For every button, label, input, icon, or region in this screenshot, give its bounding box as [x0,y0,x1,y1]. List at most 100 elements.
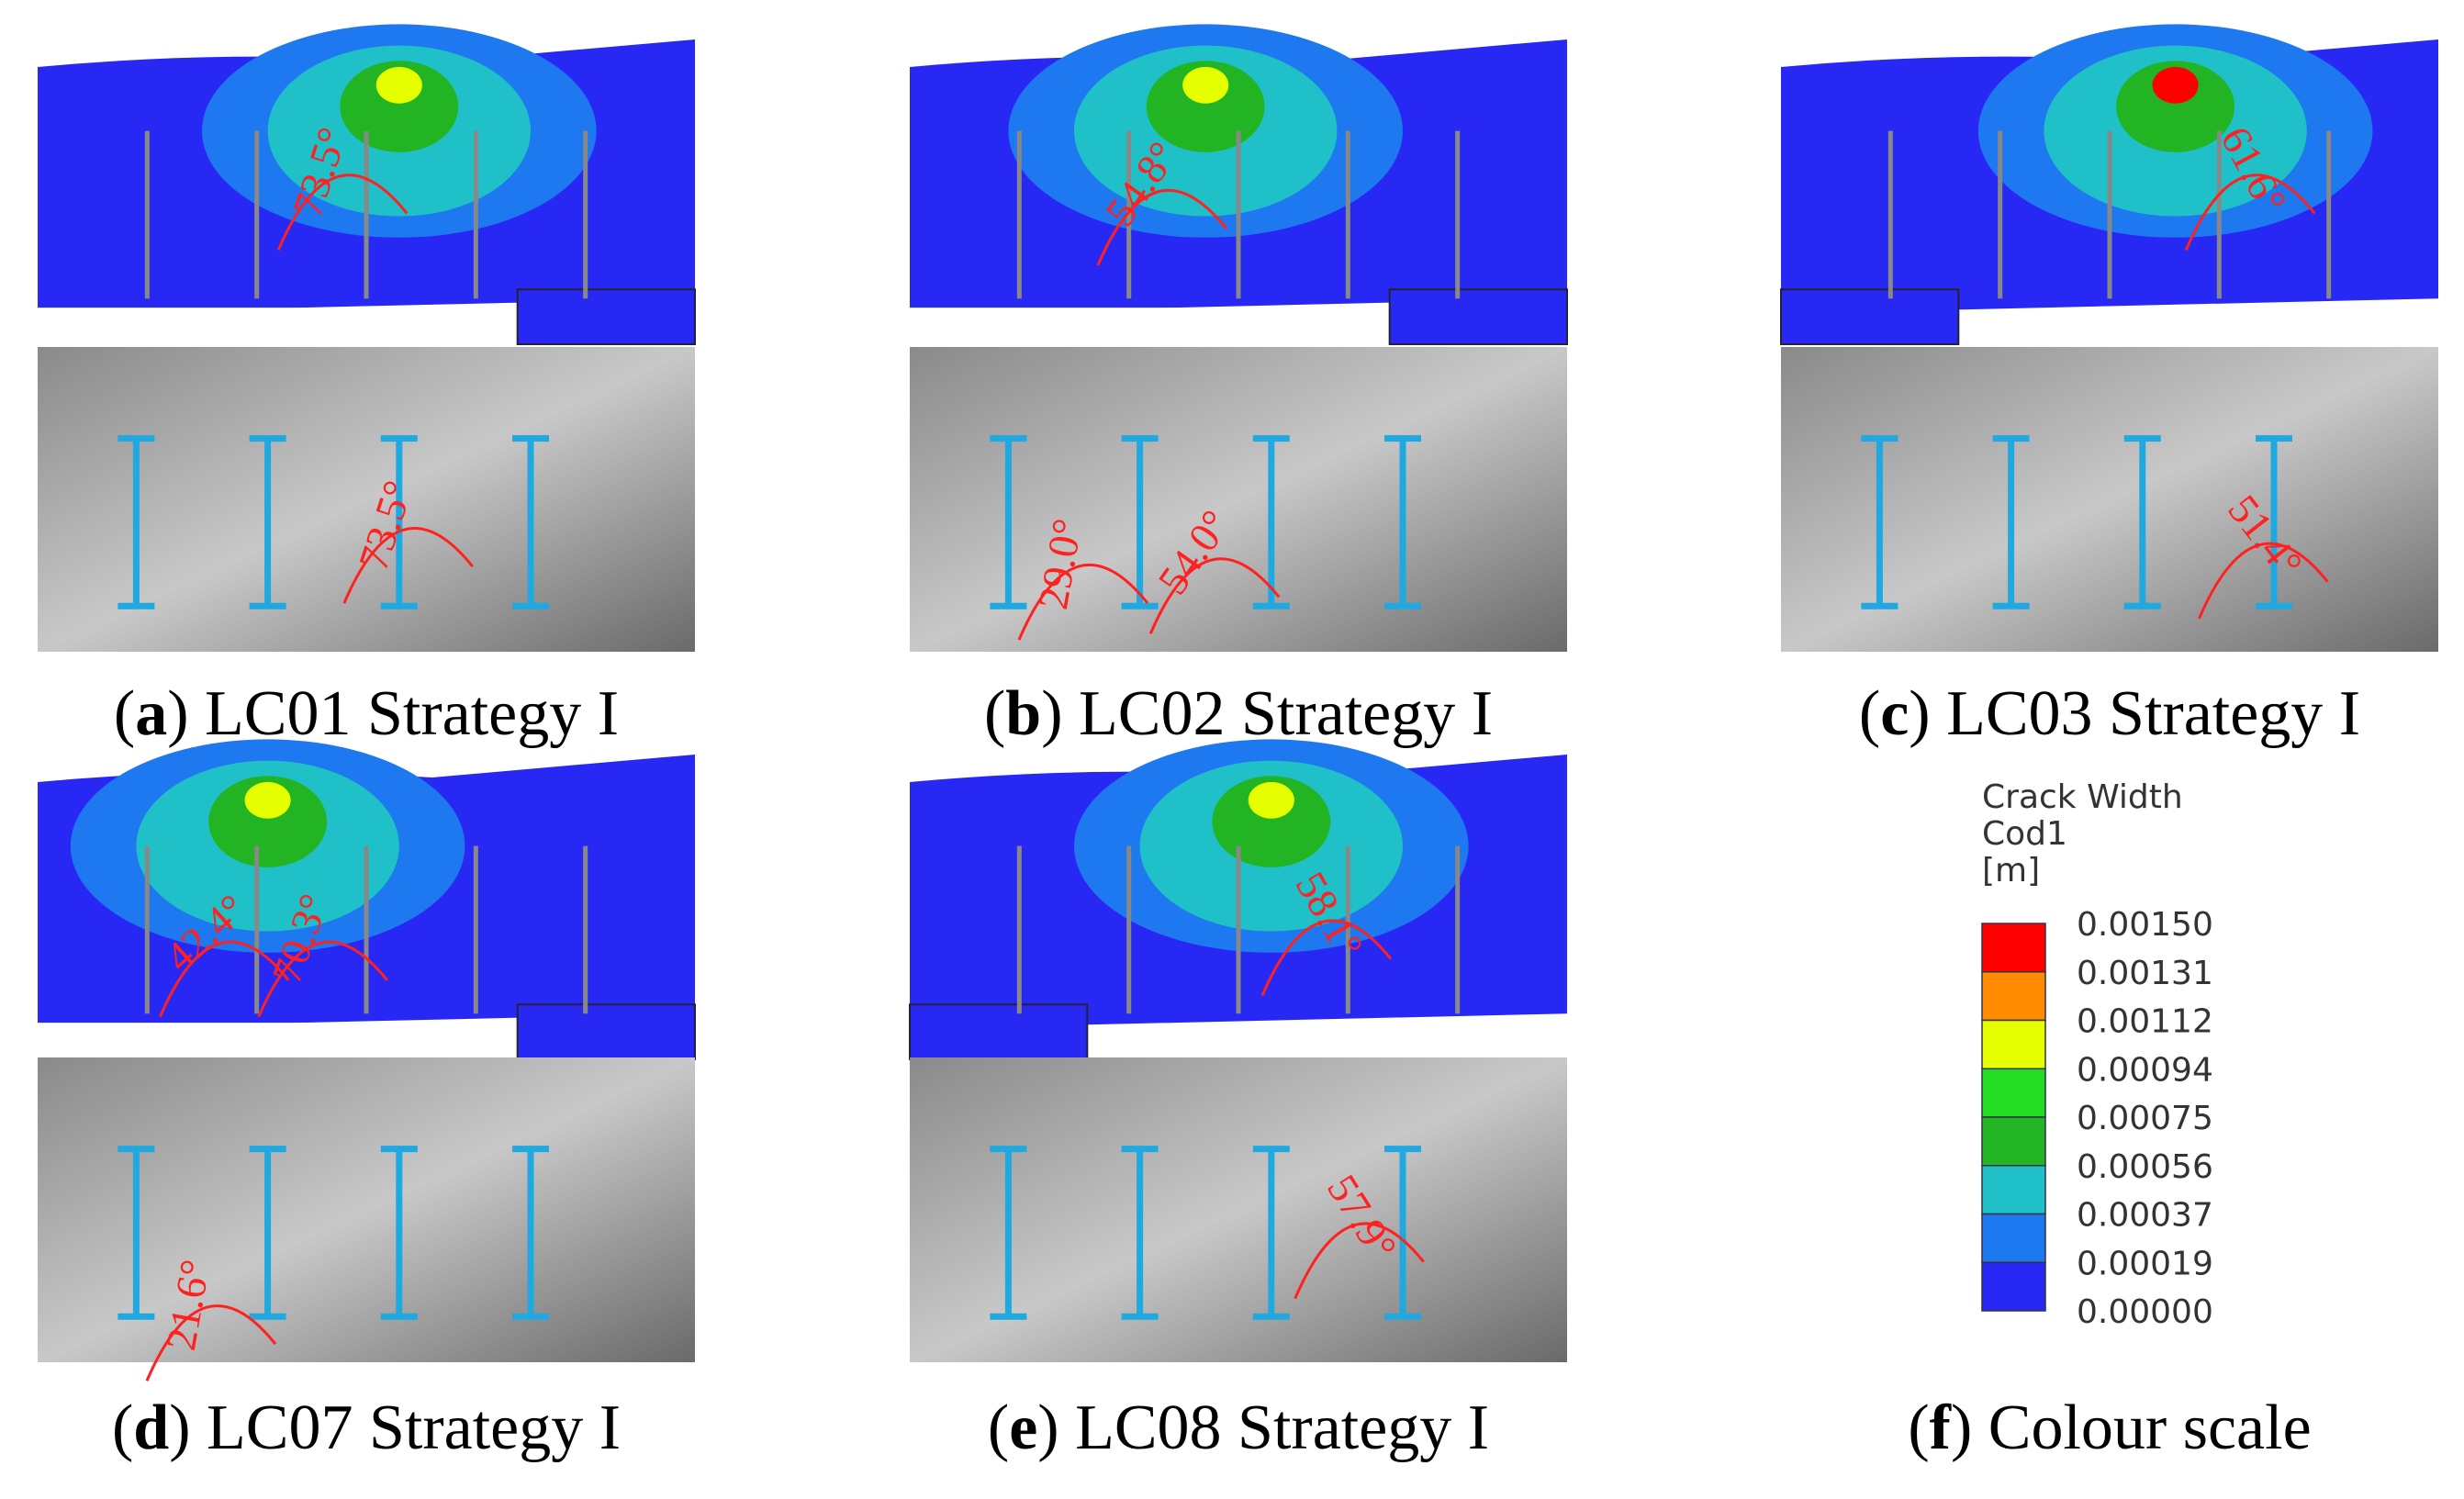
caption-part: b [1005,678,1041,749]
caption: (a) LC01 Strategy I [114,678,619,749]
caption: (e) LC08 Strategy I [988,1393,1489,1463]
fe-contour [244,781,291,819]
scale-tick: 0.00019 [2077,1245,2213,1282]
scale-swatch [1981,1068,2046,1118]
fe-contour [2152,66,2199,104]
strain-gauge [380,435,418,610]
scale-swatch [1981,1019,2046,1069]
fe-contour [375,66,422,104]
fe-support-gap [1199,1023,1567,1059]
angle-arc [2198,542,2329,620]
fe-support [516,288,696,345]
fe-contour [1248,781,1294,819]
scale-tick: 0.00150 [2077,906,2213,944]
scale-tick: 0.00037 [2077,1197,2213,1235]
scale-swatch [1981,1116,2046,1167]
strain-gauge [249,1146,286,1320]
fe-contour [1182,66,1229,104]
scale-tick: 0.00075 [2077,1100,2213,1137]
caption-part: ( [1859,678,1880,749]
caption-part: ( [1908,1393,1929,1463]
caption: (f) Colour scale [1908,1393,2311,1463]
scale-title: [m] [1982,852,2040,889]
scale-tick: 0.00056 [2077,1148,2213,1186]
scale-swatch [1981,1213,2046,1263]
fe-contour [208,776,328,867]
fe-support [1780,288,1960,345]
strain-gauge [1121,435,1159,610]
strain-gauge [1861,435,1898,610]
caption-part: ) LC03 Strategy I [1909,678,2360,749]
panel: 61.6°51.4°(c) LC03 Strategy I [1780,24,2438,749]
strain-gauge [380,1146,418,1320]
fe-support-gap [910,308,1278,344]
strain-gauge [249,435,286,610]
scale-tick: 0.00131 [2077,955,2213,992]
scale-title: Cod1 [1982,815,2067,853]
strain-gauge [512,435,549,610]
strain-gauge [990,435,1027,610]
photo [910,347,1567,652]
caption-part: a [135,678,167,749]
strain-gauge [2256,435,2292,610]
fe-contour [2116,61,2235,152]
angle-arc [1260,919,1393,997]
fe-support-gap [2070,308,2438,344]
caption-part: ) Colour scale [1951,1393,2312,1463]
photo [38,347,695,652]
angle-arc [1017,563,1149,641]
strain-gauge [1384,1146,1421,1320]
caption-part: ( [984,678,1005,749]
photo [910,1057,1567,1362]
strain-gauge [990,1146,1027,1320]
scale-swatch [1981,923,2046,973]
caption-part: ( [112,1393,133,1463]
strain-gauge [118,435,155,610]
strain-gauge [2123,435,2161,610]
caption: (b) LC02 Strategy I [984,678,1493,749]
strain-gauge [1992,435,2030,610]
strain-gauge [512,1146,549,1320]
fe-contour [1212,776,1331,867]
photo [1781,347,2438,652]
caption-part: c [1880,678,1909,749]
panel: 42.4° 70.3°21.6°(d) LC07 Strategy I [38,739,696,1463]
panel: 54.8°29.0° 54.0°(b) LC02 Strategy I [910,24,1569,749]
fe-contour [340,61,459,152]
scale-title: Crack Width [1982,778,2183,816]
angle-arc [1096,188,1228,266]
caption-part: ) LC01 Strategy I [167,678,619,749]
strain-gauge [1384,435,1421,610]
caption-part: d [133,1393,169,1463]
scale-tick: 0.00000 [2077,1293,2213,1331]
fe-support [516,1003,696,1060]
strain-gauge [1252,435,1290,610]
strain-gauge [1252,1146,1290,1320]
scale-swatch [1981,971,2046,1022]
angle-arc [276,173,409,251]
caption: (d) LC07 Strategy I [112,1393,621,1463]
caption-part: f [1930,1393,1952,1463]
angle-arc [2184,173,2316,251]
caption-part: ) LC08 Strategy I [1037,1393,1489,1463]
fe-support [909,1003,1089,1060]
fe-support-gap [38,308,406,344]
caption-part: ( [988,1393,1009,1463]
scale-tick: 0.00112 [2077,1003,2213,1041]
angle-arc [158,940,290,1018]
caption-part: ( [114,678,135,749]
fe-support [1388,288,1569,345]
photo [38,1057,695,1362]
scale-swatch [1981,1261,2046,1312]
fe-contour [1146,61,1265,152]
angle-arc [257,940,388,1018]
fe-support-gap [38,1023,406,1059]
panel: 58.1°57.9°(e) LC08 Strategy I [909,739,1567,1463]
angle-arc [1148,557,1281,634]
angle-arc [145,1304,277,1382]
caption: (c) LC03 Strategy I [1859,678,2360,749]
angle-arc [342,527,474,604]
caption-part: e [1009,1393,1037,1463]
